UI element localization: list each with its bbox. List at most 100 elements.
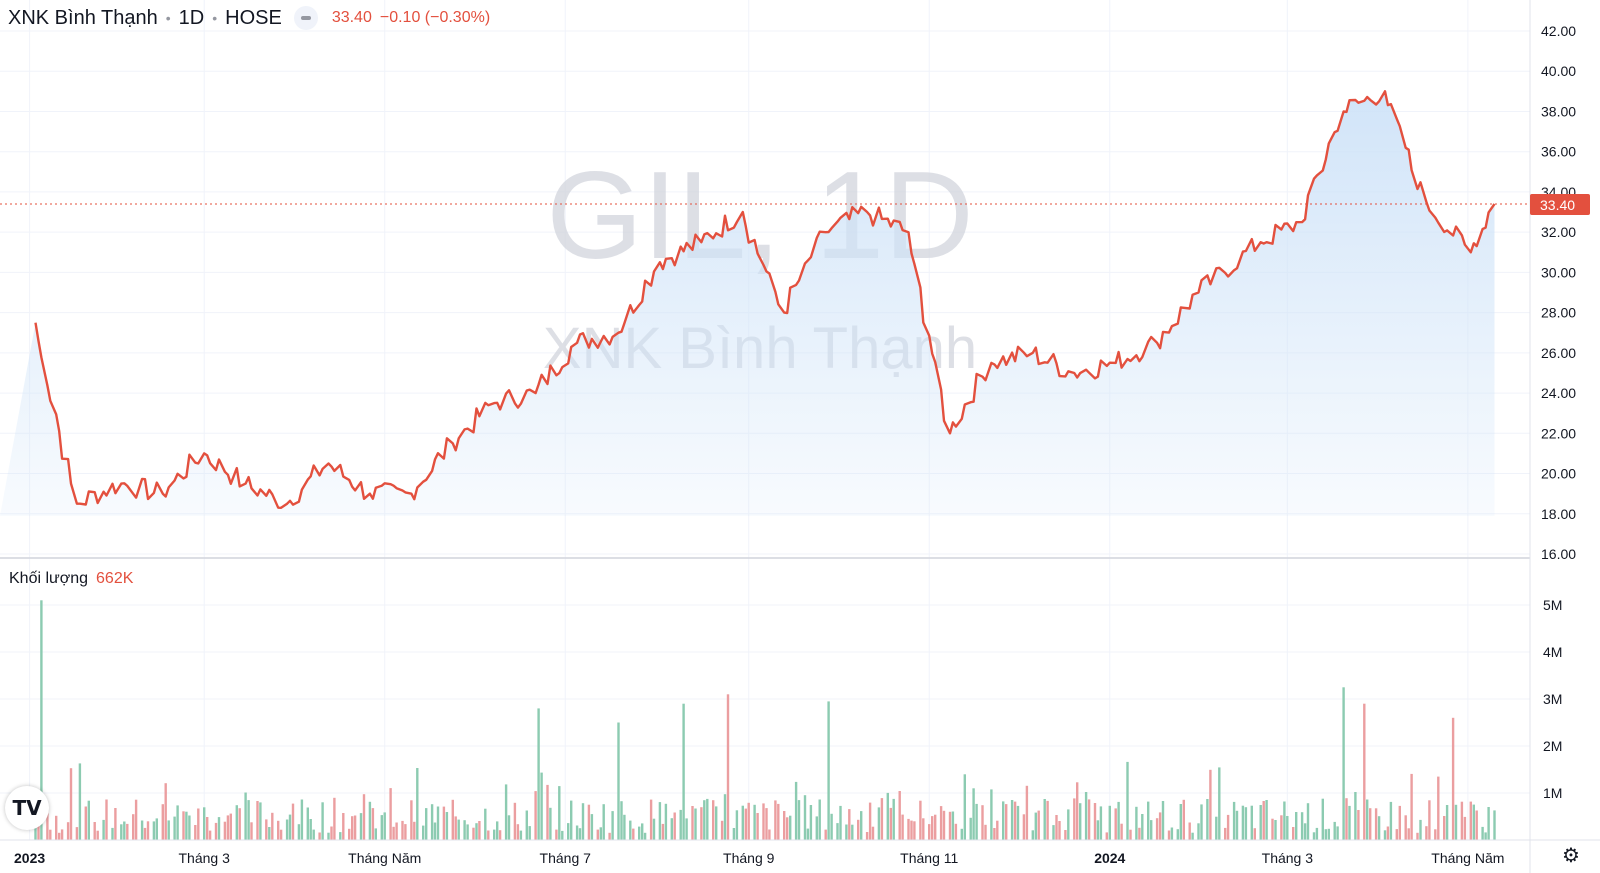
volume-bar bbox=[330, 826, 333, 840]
volume-bar bbox=[735, 810, 739, 840]
volume-bar bbox=[1117, 801, 1120, 840]
tradingview-logo-icon[interactable]: TV bbox=[5, 786, 49, 830]
volume-bar bbox=[641, 823, 644, 840]
volume-bar bbox=[824, 829, 827, 840]
volume-bar bbox=[244, 792, 247, 840]
volume-bar bbox=[1138, 827, 1141, 840]
volume-bar bbox=[948, 811, 952, 840]
volume-bar bbox=[487, 830, 490, 840]
volume-bar bbox=[1395, 829, 1398, 840]
volume-label[interactable]: Khối lượng bbox=[9, 570, 89, 587]
volume-bar bbox=[877, 807, 881, 840]
volume-bar bbox=[436, 806, 440, 840]
volume-bar bbox=[1022, 814, 1026, 840]
volume-bar bbox=[155, 818, 158, 840]
volume-bar bbox=[951, 811, 955, 840]
volume-bar bbox=[1200, 804, 1203, 840]
volume-bar bbox=[161, 804, 164, 840]
collapse-legend-button[interactable] bbox=[293, 6, 318, 30]
price-axis[interactable]: 16.00 18.00 20.00 22.00 24.00 26.00 28.00 30.00… bbox=[1541, 23, 1576, 562]
volume-bar bbox=[617, 722, 620, 840]
volume-bar bbox=[1176, 829, 1179, 840]
volume-bar bbox=[865, 832, 869, 840]
volume-bar bbox=[34, 822, 37, 840]
volume-bar bbox=[1043, 799, 1046, 840]
interval-label[interactable]: 1D bbox=[178, 6, 205, 29]
volume-bar bbox=[892, 798, 895, 840]
volume-bar bbox=[706, 798, 709, 840]
volume-bar bbox=[715, 806, 718, 840]
volume-bar bbox=[1271, 818, 1274, 840]
volume-bar bbox=[1188, 822, 1191, 840]
volume-bar bbox=[1481, 826, 1484, 840]
volume-bar bbox=[661, 823, 665, 840]
volume-bar bbox=[102, 819, 105, 840]
volume-bar bbox=[291, 803, 295, 840]
volume-bar bbox=[806, 828, 810, 840]
price-tick-label: 36.00 bbox=[1541, 144, 1576, 160]
volume-bar bbox=[206, 817, 209, 840]
symbol-name[interactable]: XNK Bình Thạnh bbox=[8, 6, 158, 29]
volume-bar bbox=[880, 798, 884, 840]
volume-bar bbox=[1312, 832, 1316, 840]
volume-bar bbox=[643, 832, 647, 840]
volume-bar bbox=[1463, 816, 1467, 840]
volume-bar bbox=[132, 814, 135, 840]
volume-bar bbox=[928, 824, 931, 840]
volume-bar bbox=[1034, 812, 1037, 840]
volume-bar bbox=[765, 808, 768, 840]
volume-bar bbox=[143, 827, 147, 840]
volume-bar bbox=[395, 822, 398, 840]
volume-bar bbox=[960, 828, 963, 840]
volume-bar bbox=[1324, 829, 1327, 840]
volume-bar bbox=[1055, 815, 1058, 840]
volume-bar bbox=[1369, 808, 1372, 840]
volume-bar bbox=[1031, 830, 1034, 840]
volume-bar bbox=[203, 807, 206, 840]
volume-bar bbox=[1348, 805, 1351, 840]
volume-bar bbox=[69, 768, 73, 840]
volume-bar bbox=[700, 807, 703, 840]
volume-bar bbox=[256, 801, 259, 840]
volume-bar bbox=[152, 821, 156, 840]
volume-bar bbox=[1437, 776, 1440, 840]
volume-bar bbox=[919, 800, 922, 840]
gear-icon[interactable]: ⚙ bbox=[1562, 845, 1580, 867]
volume-bar bbox=[392, 826, 395, 840]
exchange-label[interactable]: HOSE bbox=[225, 6, 282, 29]
volume-bar bbox=[66, 822, 70, 840]
volume-axis[interactable]: 1M 2M 3M 4M 5M bbox=[1543, 597, 1562, 801]
volume-bar bbox=[1315, 827, 1319, 840]
price-tick-label: 32.00 bbox=[1541, 224, 1576, 240]
price-line[interactable] bbox=[34, 90, 1496, 509]
time-axis[interactable]: 2023 Tháng 3 Tháng Năm Tháng 7 Tháng 9 Tháng … bbox=[14, 850, 1504, 866]
price-tick-label: 26.00 bbox=[1541, 345, 1576, 361]
volume-bar bbox=[333, 797, 336, 840]
volume-bar bbox=[1073, 798, 1076, 840]
volume-bar bbox=[321, 802, 324, 840]
volume-bar bbox=[1493, 810, 1496, 840]
volume-bar bbox=[1215, 816, 1218, 840]
time-tick-label: Tháng 3 bbox=[179, 850, 231, 866]
volume-bar bbox=[339, 832, 342, 840]
volume-bar bbox=[1064, 830, 1067, 840]
time-tick-label: 2024 bbox=[1094, 850, 1125, 866]
volume-bar bbox=[250, 822, 253, 840]
volume-value: 662K bbox=[96, 570, 134, 587]
volume-bar bbox=[975, 803, 978, 840]
time-tick-label: Tháng 9 bbox=[723, 850, 775, 866]
volume-bar bbox=[404, 824, 407, 840]
volume-bar bbox=[1084, 792, 1088, 840]
volume-bar bbox=[632, 828, 635, 840]
volume-bar bbox=[744, 808, 747, 840]
volume-bar bbox=[1286, 816, 1289, 840]
volume-bar bbox=[777, 803, 780, 840]
volume-bar bbox=[1366, 799, 1369, 840]
volume-bar bbox=[673, 812, 676, 840]
chart-legend-header: XNK Bình Thạnh • 1D • HOSE 33.40 −0.10 (… bbox=[8, 6, 490, 30]
volume-bar bbox=[1114, 808, 1117, 840]
volume-bar bbox=[1158, 812, 1162, 840]
volume-bar bbox=[1306, 803, 1310, 840]
volume-bar bbox=[389, 788, 392, 840]
